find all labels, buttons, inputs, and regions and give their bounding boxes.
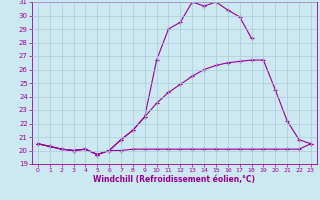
X-axis label: Windchill (Refroidissement éolien,°C): Windchill (Refroidissement éolien,°C)	[93, 175, 255, 184]
